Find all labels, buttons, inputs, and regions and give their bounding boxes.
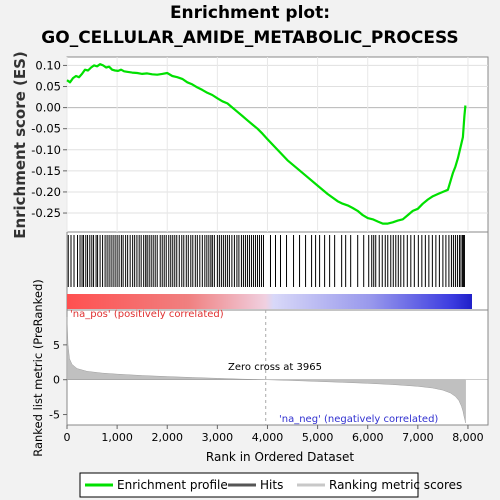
- x-tick-label: 2,000: [151, 431, 183, 444]
- es-y-tick-label: -0.10: [31, 143, 61, 157]
- x-axis-label: Rank in Ordered Dataset: [206, 450, 354, 464]
- metric-y-tick-label: -5: [49, 409, 60, 422]
- rank-color-bar: [67, 294, 472, 309]
- x-tick-label: 4,000: [252, 431, 284, 444]
- metric-panel: [66, 309, 489, 426]
- metric-y-ticks: 5 0 -5: [49, 339, 67, 422]
- x-tick-label: 3,000: [202, 431, 234, 444]
- x-tick-label: 6,000: [352, 431, 384, 444]
- es-y-tick-label: 0.05: [35, 80, 61, 94]
- es-y-tick-label: -0.05: [31, 122, 61, 136]
- legend: Enrichment profile Hits Ranking metric s…: [79, 472, 462, 498]
- zero-cross-label: Zero cross at 3965: [228, 362, 322, 373]
- chart-title-line1: Enrichment plot:: [169, 3, 331, 23]
- pos-correlated-label: 'na_pos' (positively correlated): [70, 309, 224, 320]
- x-ticks: 0 1,000 2,000 3,000 4,000 5,000 6,000 7,000 8,00…: [64, 425, 484, 444]
- x-tick-label: 1,000: [101, 431, 133, 444]
- metric-area: [66, 310, 488, 425]
- es-y-axis-label: Enrichment score (ES): [11, 51, 29, 239]
- enrichment-profile: [66, 63, 467, 225]
- hit-markers: [67, 235, 465, 287]
- x-tick-label: 8,000: [452, 431, 484, 444]
- metric-y-tick-label: 5: [53, 339, 60, 352]
- neg-correlated-label: 'na_neg' (negatively correlated): [279, 414, 438, 425]
- es-panel: [66, 56, 489, 233]
- legend-label-hits: Hits: [260, 478, 283, 492]
- x-tick-label: 0: [64, 431, 71, 444]
- enrichment-profile-line: [66, 63, 467, 225]
- x-tick-label: 5,000: [302, 431, 334, 444]
- es-y-ticks: 0.10 0.05 0.00 -0.05 -0.10 -0.15 -0.20 -0.25: [31, 58, 67, 220]
- metric-area-fill: [66, 316, 466, 423]
- x-tick-label: 7,000: [402, 431, 434, 444]
- es-y-tick-label: 0.10: [35, 58, 61, 72]
- es-y-tick-label: -0.15: [31, 164, 61, 178]
- metric-y-axis-label: Ranked list metric (PreRanked): [31, 279, 45, 457]
- es-y-tick-label: 0.00: [35, 101, 61, 115]
- legend-label-profile: Enrichment profile: [117, 478, 228, 492]
- es-y-tick-label: -0.20: [31, 185, 61, 199]
- metric-y-tick-label: 0: [53, 374, 60, 387]
- chart-title-line2: GO_CELLULAR_AMIDE_METABOLIC_PROCESS: [41, 28, 459, 48]
- es-y-tick-label: -0.25: [31, 206, 61, 220]
- legend-label-metric: Ranking metric scores: [329, 478, 462, 492]
